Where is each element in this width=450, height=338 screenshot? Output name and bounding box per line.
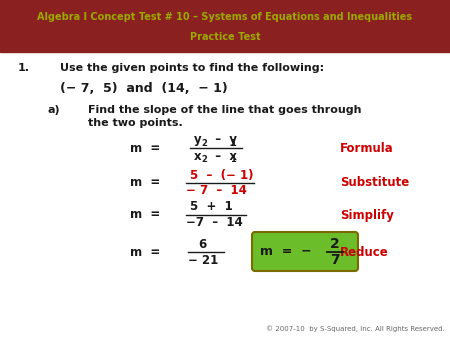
Text: Reduce: Reduce — [340, 245, 389, 259]
Text: Practice Test: Practice Test — [190, 32, 260, 42]
Text: Use the given points to find the following:: Use the given points to find the followi… — [60, 63, 324, 73]
Text: 5  –  (− 1): 5 – (− 1) — [190, 169, 253, 182]
Text: m  =  −: m = − — [260, 245, 311, 258]
Text: –  x: – x — [207, 149, 237, 163]
Text: 2: 2 — [201, 139, 207, 147]
Text: Find the slope of the line that goes through: Find the slope of the line that goes thr… — [88, 105, 361, 115]
Bar — [0, 0, 450, 52]
Text: 1.: 1. — [18, 63, 30, 73]
Text: the two points.: the two points. — [88, 118, 183, 128]
FancyBboxPatch shape — [252, 232, 358, 271]
Text: 7: 7 — [330, 252, 340, 266]
Text: − 21: − 21 — [188, 254, 218, 266]
Text: − 7  –  14: − 7 – 14 — [186, 185, 247, 197]
Text: 1: 1 — [230, 154, 236, 164]
Text: Substitute: Substitute — [340, 176, 409, 190]
Text: x: x — [194, 149, 202, 163]
Text: m  =: m = — [130, 176, 160, 190]
Text: © 2007-10  by S-Squared, Inc. All Rights Reserved.: © 2007-10 by S-Squared, Inc. All Rights … — [266, 325, 445, 332]
Text: a): a) — [48, 105, 61, 115]
Text: 6: 6 — [198, 238, 206, 250]
Text: Formula: Formula — [340, 142, 394, 154]
Text: 5  +  1: 5 + 1 — [190, 200, 233, 214]
Text: –  y: – y — [207, 134, 237, 146]
Text: 2: 2 — [201, 154, 207, 164]
Text: m  =: m = — [130, 209, 160, 221]
Text: Algebra I Concept Test # 10 – Systems of Equations and Inequalities: Algebra I Concept Test # 10 – Systems of… — [37, 12, 413, 22]
Text: y: y — [194, 134, 202, 146]
Text: m  =: m = — [130, 142, 160, 154]
Text: −7  –  14: −7 – 14 — [186, 217, 243, 230]
Text: m  =: m = — [130, 245, 160, 259]
Text: Simplify: Simplify — [340, 209, 394, 221]
Text: (− 7,  5)  and  (14,  − 1): (− 7, 5) and (14, − 1) — [60, 82, 228, 95]
Text: 1: 1 — [230, 139, 236, 147]
Text: 2: 2 — [330, 238, 340, 251]
